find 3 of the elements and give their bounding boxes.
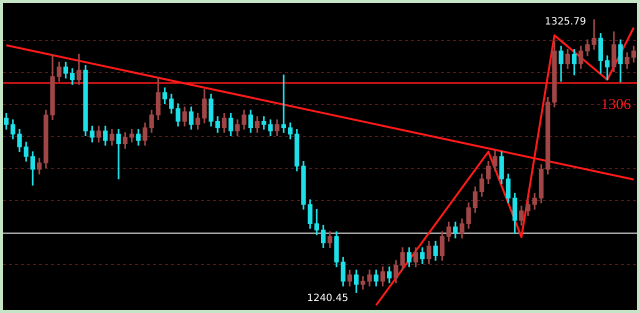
annotation: 1325.79 <box>544 16 586 28</box>
annotation: 1240.45 <box>306 293 348 304</box>
ref-line-label: 1306 <box>601 96 632 113</box>
